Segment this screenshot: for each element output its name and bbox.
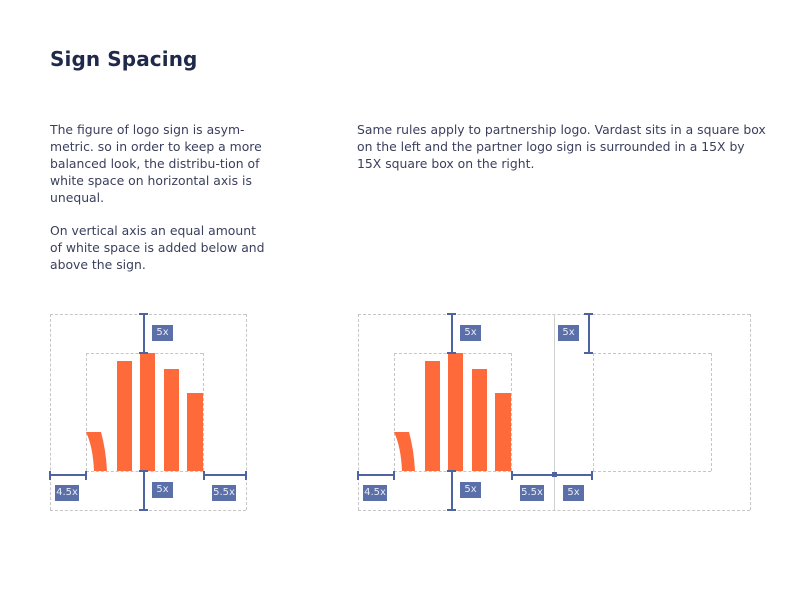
partner-box-top bbox=[593, 353, 711, 354]
inner-box-left bbox=[394, 353, 395, 471]
page-title: Sign Spacing bbox=[50, 47, 198, 71]
inner-box-right bbox=[511, 353, 512, 471]
bottom-measure-cap bbox=[447, 509, 456, 511]
logo-sign-bar-3 bbox=[140, 353, 155, 471]
left-measure-cap bbox=[85, 471, 87, 480]
left-measure-cap bbox=[49, 471, 51, 480]
logo-sign-bar-4 bbox=[164, 369, 179, 471]
left-spacing-label: 4.5x bbox=[363, 485, 387, 501]
top-measure-cap bbox=[139, 313, 148, 315]
outer-box-right bbox=[246, 314, 247, 510]
partnership-paragraph: Same rules apply to partnership logo. Va… bbox=[357, 122, 766, 171]
divider-measure-node bbox=[552, 472, 557, 477]
top-measure-line bbox=[143, 314, 145, 353]
outer-box-bottom bbox=[50, 510, 246, 511]
inner-box-right bbox=[203, 353, 204, 471]
left-measure-cap bbox=[357, 471, 359, 480]
right-measure-line bbox=[203, 474, 246, 476]
bottom-measure-cap bbox=[447, 470, 456, 472]
outer-box-left bbox=[358, 314, 359, 510]
partner-left-spacing-label: 5x bbox=[563, 485, 584, 501]
left-measure-line bbox=[358, 474, 394, 476]
logo-sign-bar-4 bbox=[472, 369, 487, 471]
partner-box-bottom bbox=[593, 471, 711, 472]
bottom-measure-line bbox=[143, 471, 145, 510]
top-measure-line bbox=[451, 314, 453, 353]
left-measure-line bbox=[50, 474, 86, 476]
top-measure-cap bbox=[139, 352, 148, 354]
bottom-spacing-label: 5x bbox=[460, 482, 481, 498]
logo-sign-bar-5 bbox=[187, 393, 203, 471]
top-measure-cap bbox=[447, 313, 456, 315]
logo-sign-bar-2 bbox=[425, 361, 440, 471]
outer-box-right bbox=[750, 314, 751, 510]
partner-box-left bbox=[593, 353, 594, 471]
outer-box-left bbox=[50, 314, 51, 510]
right-spacing-label: 5.5x bbox=[520, 485, 544, 501]
left-measure-cap bbox=[393, 471, 395, 480]
partner-top-measure-line bbox=[588, 314, 590, 353]
partner-measure-cap bbox=[591, 471, 593, 480]
top-spacing-label: 5x bbox=[460, 325, 481, 341]
bottom-measure-cap bbox=[139, 470, 148, 472]
bottom-measure-line bbox=[451, 471, 453, 510]
logo-sign-curved-bar bbox=[394, 432, 416, 471]
partner-top-spacing-label: 5x bbox=[558, 325, 579, 341]
partner-box-right bbox=[711, 353, 712, 471]
logo-sign-bar-3 bbox=[448, 353, 463, 471]
partner-divider bbox=[554, 314, 555, 510]
bottom-measure-cap bbox=[139, 509, 148, 511]
bottom-spacing-label: 5x bbox=[152, 482, 173, 498]
outer-box-top bbox=[50, 314, 246, 315]
logo-sign-bar-2 bbox=[117, 361, 132, 471]
partner-top-measure-cap bbox=[584, 352, 593, 354]
right-measure-cap bbox=[511, 471, 513, 480]
top-measure-cap bbox=[447, 352, 456, 354]
partner-top-measure-cap bbox=[584, 313, 593, 315]
outer-box-bottom bbox=[358, 510, 750, 511]
logo-sign-curved-bar bbox=[86, 432, 108, 471]
right-measure-cap bbox=[245, 471, 247, 480]
top-spacing-label: 5x bbox=[152, 325, 173, 341]
logo-sign-bar-5 bbox=[495, 393, 511, 471]
inner-box-left bbox=[86, 353, 87, 471]
left-spacing-label: 4.5x bbox=[55, 485, 79, 501]
right-measure-cap bbox=[203, 471, 205, 480]
vertical-axis-paragraph: On vertical axis an equal amount of whit… bbox=[50, 223, 265, 272]
right-spacing-label: 5.5x bbox=[212, 485, 236, 501]
intro-paragraph: The figure of logo sign is asym-metric. … bbox=[50, 122, 262, 205]
